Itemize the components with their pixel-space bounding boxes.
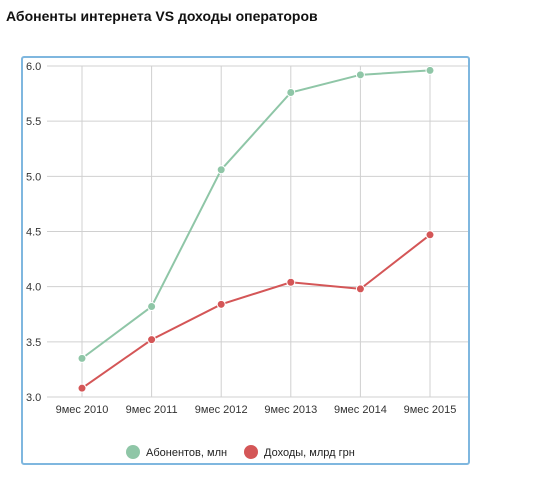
y-tick-label: 3.5	[26, 337, 41, 349]
data-point	[286, 277, 296, 287]
legend-label: Доходы, млрд грн	[264, 447, 355, 459]
data-point	[425, 230, 435, 240]
y-tick-label: 4.5	[26, 227, 41, 239]
legend-swatch	[126, 445, 140, 459]
series-line	[81, 69, 431, 360]
series-lines	[81, 69, 431, 389]
x-axis-ticks: 9мес 2010 9мес 2011 9мес 2012 9мес 2013 9мес…	[56, 404, 457, 416]
x-tick-label: 9мес 2010	[56, 404, 109, 416]
y-tick-label: 5.5	[26, 116, 41, 128]
x-tick-label: 9мес 2011	[126, 404, 178, 416]
data-point	[286, 87, 296, 97]
x-tick-label: 9мес 2013	[264, 404, 317, 416]
chart-title: Абоненты интернета VS доходы операторов	[6, 8, 318, 24]
y-tick-label: 3.0	[26, 392, 41, 404]
y-axis-ticks: 3.0 3.5 4.0 4.5 5.0 5.5 6.0	[26, 61, 41, 404]
data-point	[216, 165, 226, 175]
legend-swatch	[244, 445, 258, 459]
y-tick-label: 5.0	[26, 171, 41, 183]
legend: Абонентов, млн Доходы, млрд грн	[126, 445, 355, 459]
series-points	[77, 65, 435, 393]
data-point	[355, 284, 365, 294]
y-tick-label: 6.0	[26, 61, 41, 73]
x-tick-label: 9мес 2014	[334, 404, 387, 416]
data-point	[147, 302, 157, 312]
x-tick-label: 9мес 2015	[404, 404, 457, 416]
legend-label: Абонентов, млн	[146, 447, 227, 459]
data-point	[355, 70, 365, 80]
grid-lines	[47, 65, 468, 398]
data-point	[216, 299, 226, 309]
data-point	[147, 335, 157, 345]
y-tick-label: 4.0	[26, 282, 41, 294]
data-point	[77, 383, 87, 393]
series-line	[81, 234, 431, 389]
data-point	[425, 65, 435, 75]
data-point	[77, 353, 87, 363]
x-tick-label: 9мес 2012	[195, 404, 248, 416]
